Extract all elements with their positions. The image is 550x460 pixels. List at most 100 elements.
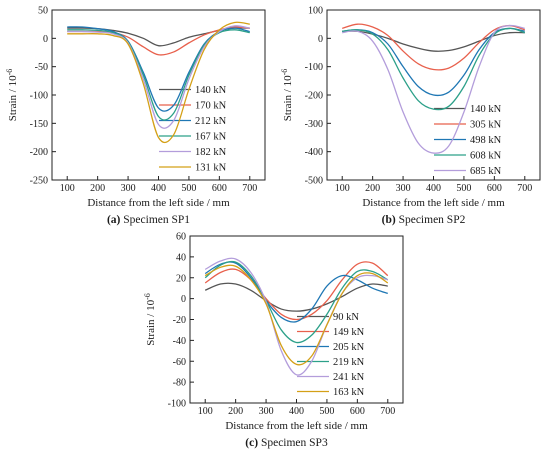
series-line [204, 264, 389, 366]
series-line [67, 29, 250, 121]
y-tick-label: 50 [38, 6, 48, 17]
legend-label: 140 kN [470, 104, 502, 115]
y-tick-label: -400 [305, 147, 323, 158]
series-line [342, 27, 525, 111]
x-tick-label: 200 [228, 406, 243, 417]
chart-panel-sp3: 100 200 300 400 500 600 700 60 40 20 0 -20 -40 -60 -80… [135, 228, 415, 455]
y-tick-label: 100 [308, 6, 323, 17]
series-line [204, 257, 388, 376]
plot-frame [51, 9, 266, 181]
y-tick-label: -500 [305, 176, 323, 187]
x-tick-label: 700 [517, 183, 532, 194]
chart-caption-text: Specimen SP2 [396, 214, 466, 226]
y-axis-label-exponent: -6 [143, 293, 152, 300]
y-tick-label: -80 [173, 378, 186, 389]
series-line [204, 260, 389, 344]
chart-caption-text: Specimen SP1 [120, 214, 190, 226]
x-tick-label: 600 [487, 183, 502, 194]
y-tick-label: -100 [30, 91, 48, 102]
y-tick-label: -20 [173, 315, 186, 326]
y-axis-label: Strain / 10-6 [5, 69, 19, 122]
legend-label: 685 kN [470, 166, 502, 177]
y-tick-label: -100 [168, 399, 186, 410]
legend-label: 212 kN [195, 116, 227, 127]
series-line [67, 25, 250, 129]
y-axis-label-exponent: -6 [280, 69, 289, 76]
legend-label: 498 kN [470, 135, 502, 146]
y-tick-label: -60 [173, 357, 186, 368]
y-tick-label: 40 [176, 252, 186, 263]
y-tick-label: -50 [35, 62, 48, 73]
x-tick-label: 200 [365, 183, 380, 194]
series-line [342, 23, 525, 71]
series-line [342, 24, 525, 154]
legend-label: 305 kN [470, 120, 502, 131]
chart-svg: 100 200 300 400 500 600 700 100 0 -100 -200 -300 -40… [280, 6, 541, 226]
x-tick-label: 400 [426, 183, 441, 194]
legend-label: 170 kN [195, 101, 227, 112]
x-tick-label: 200 [90, 183, 105, 194]
y-tick-label: 20 [176, 273, 186, 284]
chart-panel-sp1: 100 200 300 400 500 600 700 50 0 -50 -100 -150 -200-… [0, 0, 275, 228]
series-line [342, 30, 525, 52]
y-tick-label: -200 [30, 147, 48, 158]
y-tick-label: 0 [181, 294, 186, 305]
series-line [204, 261, 389, 321]
legend-label: 608 kN [470, 151, 502, 162]
x-axis-label: Distance from the left side / mm [225, 420, 368, 432]
y-tick-label: -150 [30, 119, 48, 130]
y-tick-label: -100 [305, 62, 323, 73]
y-tick-label: 0 [43, 34, 48, 45]
x-tick-label: 300 [396, 183, 411, 194]
legend-label: 163 kN [333, 387, 365, 398]
chart-caption-label: (b) [382, 214, 396, 226]
x-tick-label: 500 [319, 406, 334, 417]
chart-svg: 100 200 300 400 500 600 7006040200-20-40-60-80… [143, 232, 404, 449]
legend-label: 90 kN [333, 312, 359, 323]
x-axis-label: Distance from the left side / mm [87, 197, 230, 209]
chart-caption-label: (c) [245, 437, 258, 449]
chart-caption-text: Specimen SP3 [258, 437, 328, 449]
chart-panel-sp2: 100 200 300 400 500 600 700 100 0 -100 -200 -300 -40… [275, 0, 550, 228]
series-line [67, 26, 250, 112]
chart-caption: (b) Specimen SP2 [382, 214, 466, 226]
x-axis-label: Distance from the left side / mm [362, 197, 505, 209]
chart-caption: (c) Specimen SP3 [245, 437, 328, 449]
series-line [204, 261, 389, 323]
x-tick-label: 500 [181, 183, 196, 194]
x-tick-label: 100 [335, 183, 350, 194]
legend-label: 219 kN [333, 357, 365, 368]
y-axis-label-text: Strain / 10 [282, 75, 294, 121]
legend-label: 149 kN [333, 327, 365, 338]
y-tick-label: -40 [173, 336, 186, 347]
series-line [204, 282, 388, 312]
chart-caption-label: (a) [107, 214, 121, 226]
y-tick-label: -300 [305, 119, 323, 130]
x-tick-label: 700 [380, 406, 395, 417]
y-tick-label: 60 [176, 232, 186, 243]
series-line [67, 21, 250, 144]
legend-label: 140 kN [195, 85, 227, 96]
y-tick-label: -200 [305, 91, 323, 102]
y-tick-label: -250 [30, 176, 48, 187]
legend-label: 167 kN [195, 132, 227, 143]
x-tick-label: 100 [60, 183, 75, 194]
legend-label: 131 kN [195, 163, 227, 174]
legend-label: 241 kN [333, 372, 365, 383]
y-tick-label: 0 [318, 34, 323, 45]
x-tick-label: 300 [121, 183, 136, 194]
y-axis-label-text: Strain / 10 [145, 299, 157, 345]
x-tick-label: 600 [212, 183, 227, 194]
y-axis-label: Strain / 10-6 [143, 293, 157, 346]
y-axis-label-exponent: -6 [5, 69, 14, 76]
legend-label: 182 kN [195, 147, 227, 158]
x-tick-label: 600 [350, 406, 365, 417]
chart-svg: 100 200 300 400 500 600 700500-50-100-150-200-… [5, 6, 266, 226]
x-tick-label: 300 [259, 406, 274, 417]
x-tick-label: 500 [456, 183, 471, 194]
x-tick-label: 700 [242, 183, 257, 194]
x-tick-label: 100 [198, 406, 213, 417]
y-axis-label: Strain / 10-6 [280, 69, 294, 122]
x-tick-label: 400 [289, 406, 304, 417]
